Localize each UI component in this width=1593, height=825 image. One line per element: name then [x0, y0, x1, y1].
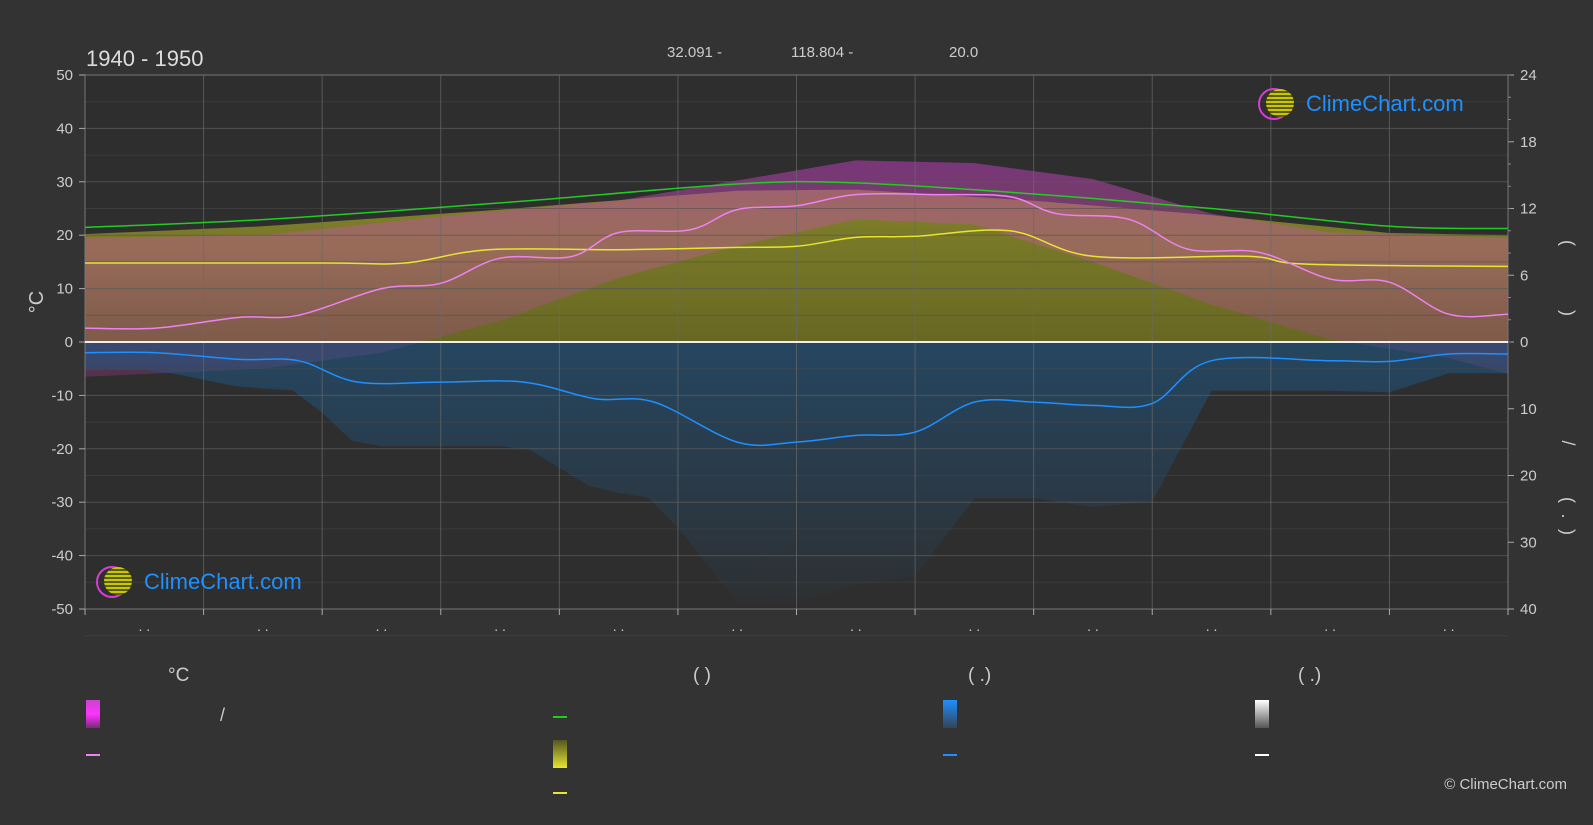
right-axis-label-precip: 20 [1520, 468, 1537, 485]
temp_mean-line [84, 192, 1509, 330]
x-axis-label: . . [138, 618, 150, 634]
logo-icon [96, 566, 132, 598]
right-axis-title-glyph: ) [1558, 529, 1578, 535]
temp-range-separator: / [220, 705, 226, 725]
legend-precip-heading: ( .) [968, 665, 992, 686]
right-axis-label-precip: 40 [1520, 601, 1537, 618]
left-axis-label: -20 [51, 441, 73, 458]
right-axis-title-glyph: ( [1558, 497, 1578, 503]
legend-temperature-heading: °C [168, 665, 190, 686]
left-axis-title: °C [26, 291, 48, 313]
right-axis-title-glyph: ) [1558, 310, 1578, 316]
right-axis-title-glyph: . [1558, 513, 1578, 518]
sunshine-range-swatch [553, 740, 567, 768]
right-axis-label-hours: 6 [1520, 267, 1528, 284]
precip-mean-swatch [943, 754, 957, 756]
right-axis-label-hours: 18 [1520, 134, 1537, 151]
right-axis-label-precip: 10 [1520, 401, 1537, 418]
left-axis-label: -10 [51, 387, 73, 404]
right-axis-label-hours: 0 [1520, 334, 1528, 351]
precip-line [84, 351, 1509, 447]
snow-mean-swatch [1255, 754, 1269, 756]
left-axis-label: -50 [51, 601, 73, 618]
sunshine-mean-swatch [553, 792, 567, 794]
longitude-label: 118.804 - [791, 44, 854, 61]
snow-range-swatch [1255, 700, 1269, 728]
left-axis-label: 10 [56, 281, 73, 298]
right-axis-title-glyph: / [1558, 440, 1578, 445]
logo-icon [1258, 88, 1294, 120]
elevation-label: 20.0 [949, 44, 979, 61]
x-axis-label: . . [1206, 618, 1218, 634]
right-axis-title-glyph: ( [1558, 240, 1578, 246]
left-axis-label: 30 [56, 174, 73, 191]
temp-range-swatch [86, 700, 100, 728]
daylight-swatch [553, 716, 567, 718]
temp-mean-swatch [86, 754, 100, 756]
legend-snow-heading: ( .) [1298, 665, 1322, 686]
latitude-label: 32.091 - [667, 44, 723, 61]
x-axis-label: . . [731, 618, 743, 634]
climechart-logo-bottom[interactable]: ClimeChart.com [96, 566, 302, 598]
left-axis-label: -40 [51, 548, 73, 565]
left-axis-label: 40 [56, 120, 73, 137]
x-axis-label: . . [1324, 618, 1336, 634]
legend-hours-heading: ( ) [693, 665, 711, 686]
precip-range-swatch [943, 700, 957, 728]
left-axis-label: 0 [65, 334, 73, 351]
copyright-notice: © ClimeChart.com [1444, 776, 1567, 793]
x-axis-label: . . [613, 618, 625, 634]
x-axis-label: . . [969, 618, 981, 634]
x-axis-label: . . [1443, 618, 1455, 634]
left-axis-label: 20 [56, 227, 73, 244]
left-axis-label: -30 [51, 494, 73, 511]
left-axis-label: 50 [56, 67, 73, 84]
x-axis-label: . . [1087, 618, 1099, 634]
daylight-line [84, 180, 1509, 230]
sunshine-line [85, 229, 1509, 268]
right-axis-label-precip: 30 [1520, 534, 1537, 551]
x-axis-label: . . [494, 618, 506, 634]
x-axis-label: . . [257, 618, 269, 634]
right-axis-label-hours: 12 [1520, 201, 1537, 218]
chart-title: 1940 - 1950 [86, 46, 204, 71]
x-axis-label: . . [850, 618, 862, 634]
climechart-logo-top[interactable]: ClimeChart.com [1258, 88, 1464, 120]
right-axis-label-hours: 24 [1520, 67, 1537, 84]
x-axis-label: . . [376, 618, 388, 634]
